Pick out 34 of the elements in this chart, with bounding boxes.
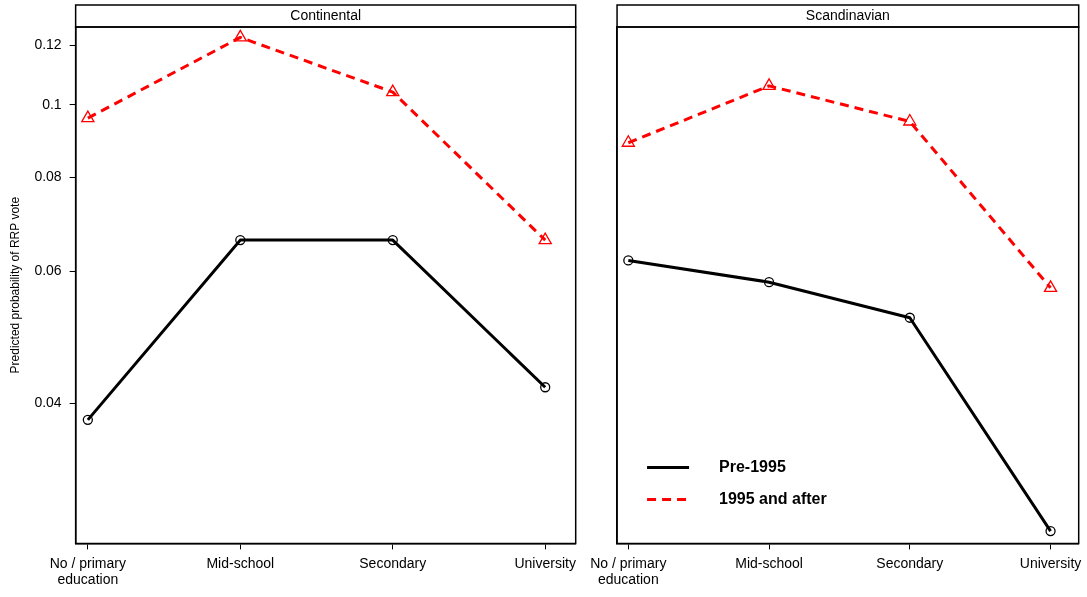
x-tick-label: No / primary education: [49, 554, 126, 588]
y-tick-label: 0.1: [42, 95, 62, 112]
point: [387, 234, 398, 246]
point: [235, 234, 246, 246]
y-tick-label: 0.12: [34, 36, 62, 53]
chart-title: Scandinavian: [805, 6, 890, 23]
point: [82, 414, 93, 425]
chart-title: Continental: [290, 6, 362, 23]
point: [538, 232, 552, 245]
x-tick-label: No / primary education: [590, 554, 667, 588]
point: [233, 29, 248, 42]
y-tick-label: 0.08: [34, 168, 62, 185]
point: [904, 312, 915, 323]
point: [1045, 525, 1056, 537]
x-tick-label: Mid-school: [735, 554, 803, 571]
point: [1043, 280, 1058, 292]
x-tick-label: Secondary: [359, 554, 427, 571]
x-tick-label: Mid-school: [206, 554, 275, 571]
point: [621, 135, 636, 147]
point: [903, 113, 917, 126]
y-tick-label: 0.06: [34, 261, 62, 278]
point: [386, 84, 400, 97]
x-tick-label: Secondary: [876, 554, 944, 571]
legend-label: 1995 and after: [719, 489, 827, 507]
point: [623, 255, 634, 266]
point: [81, 110, 95, 123]
x-tick-label: University: [1019, 554, 1082, 571]
point: [762, 78, 776, 90]
y-tick-label: 0.04: [34, 394, 62, 410]
point: [540, 382, 551, 393]
legend-label: Pre-1995: [719, 457, 786, 475]
x-tick-label: University: [514, 554, 576, 571]
y-axis-title: Predicted probability of RRP vote: [7, 196, 22, 374]
point: [763, 277, 775, 288]
